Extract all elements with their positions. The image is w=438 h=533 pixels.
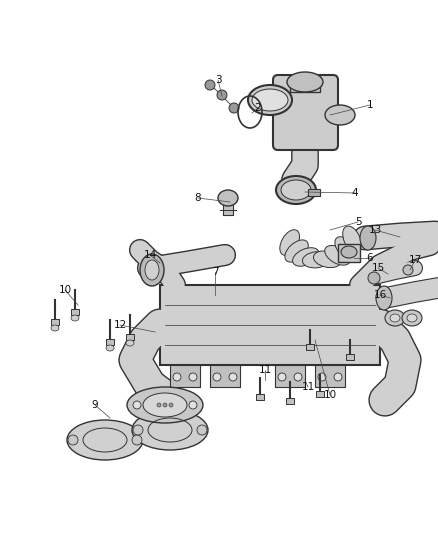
Ellipse shape xyxy=(281,180,311,200)
Circle shape xyxy=(68,435,78,445)
Ellipse shape xyxy=(127,387,203,423)
Bar xyxy=(346,354,354,360)
Bar xyxy=(275,365,305,387)
Circle shape xyxy=(334,373,342,381)
Ellipse shape xyxy=(287,72,323,92)
Text: 16: 16 xyxy=(373,290,387,300)
Bar xyxy=(316,391,324,397)
Ellipse shape xyxy=(248,85,292,115)
Ellipse shape xyxy=(335,237,357,260)
Circle shape xyxy=(173,373,181,381)
Ellipse shape xyxy=(140,254,164,286)
Text: 3: 3 xyxy=(215,75,221,85)
Text: 14: 14 xyxy=(143,250,157,260)
Text: 6: 6 xyxy=(367,253,373,263)
Text: 8: 8 xyxy=(194,193,201,203)
Bar xyxy=(256,394,264,400)
Ellipse shape xyxy=(51,325,59,331)
Circle shape xyxy=(278,373,286,381)
Circle shape xyxy=(169,403,173,407)
Bar xyxy=(306,344,314,350)
Circle shape xyxy=(163,403,167,407)
Bar xyxy=(286,398,294,404)
Circle shape xyxy=(133,401,141,409)
Bar xyxy=(51,319,59,325)
Circle shape xyxy=(133,425,143,435)
Circle shape xyxy=(318,373,326,381)
Text: 11: 11 xyxy=(301,382,314,392)
Circle shape xyxy=(197,425,207,435)
Text: 1: 1 xyxy=(367,100,373,110)
Bar xyxy=(170,365,200,387)
Ellipse shape xyxy=(252,89,288,111)
Bar xyxy=(126,334,134,340)
Circle shape xyxy=(403,265,413,275)
Circle shape xyxy=(189,401,197,409)
Circle shape xyxy=(189,373,197,381)
Circle shape xyxy=(229,373,237,381)
Ellipse shape xyxy=(132,410,208,450)
Text: 2: 2 xyxy=(254,103,261,113)
Ellipse shape xyxy=(71,315,79,321)
Ellipse shape xyxy=(302,252,330,268)
Ellipse shape xyxy=(67,420,143,460)
Text: 9: 9 xyxy=(92,400,98,410)
Ellipse shape xyxy=(126,340,134,346)
Circle shape xyxy=(217,90,227,100)
Ellipse shape xyxy=(325,246,350,265)
Text: 4: 4 xyxy=(352,188,358,198)
Bar xyxy=(338,244,360,262)
Text: 10: 10 xyxy=(58,285,71,295)
Bar xyxy=(106,339,114,345)
Text: 13: 13 xyxy=(368,225,381,235)
Bar xyxy=(315,365,345,387)
Circle shape xyxy=(229,103,239,113)
Bar xyxy=(160,285,380,365)
Ellipse shape xyxy=(407,314,417,322)
Circle shape xyxy=(157,403,161,407)
Bar xyxy=(223,201,233,215)
Circle shape xyxy=(213,373,221,381)
Text: 12: 12 xyxy=(113,320,127,330)
Ellipse shape xyxy=(402,310,422,326)
Circle shape xyxy=(132,435,142,445)
Ellipse shape xyxy=(325,105,355,125)
Ellipse shape xyxy=(385,310,405,326)
Ellipse shape xyxy=(106,345,114,351)
Circle shape xyxy=(368,272,380,284)
Ellipse shape xyxy=(341,246,357,258)
Ellipse shape xyxy=(218,190,238,206)
Ellipse shape xyxy=(314,251,341,268)
Ellipse shape xyxy=(276,176,316,204)
Ellipse shape xyxy=(280,230,300,255)
FancyBboxPatch shape xyxy=(273,75,338,150)
Text: 10: 10 xyxy=(323,390,336,400)
Circle shape xyxy=(294,373,302,381)
Text: 17: 17 xyxy=(408,255,422,265)
Circle shape xyxy=(205,80,215,90)
Bar xyxy=(71,309,79,315)
Text: 5: 5 xyxy=(355,217,361,227)
Ellipse shape xyxy=(285,240,308,262)
Ellipse shape xyxy=(376,286,392,310)
Text: 7: 7 xyxy=(212,267,218,277)
Bar xyxy=(210,365,240,387)
Ellipse shape xyxy=(360,226,376,250)
Text: 11: 11 xyxy=(258,365,272,375)
Bar xyxy=(308,189,320,196)
Ellipse shape xyxy=(343,226,361,253)
Bar xyxy=(290,77,320,92)
Ellipse shape xyxy=(143,393,187,417)
Text: 15: 15 xyxy=(371,263,385,273)
Ellipse shape xyxy=(390,314,400,322)
Ellipse shape xyxy=(145,260,159,280)
Ellipse shape xyxy=(293,248,319,266)
